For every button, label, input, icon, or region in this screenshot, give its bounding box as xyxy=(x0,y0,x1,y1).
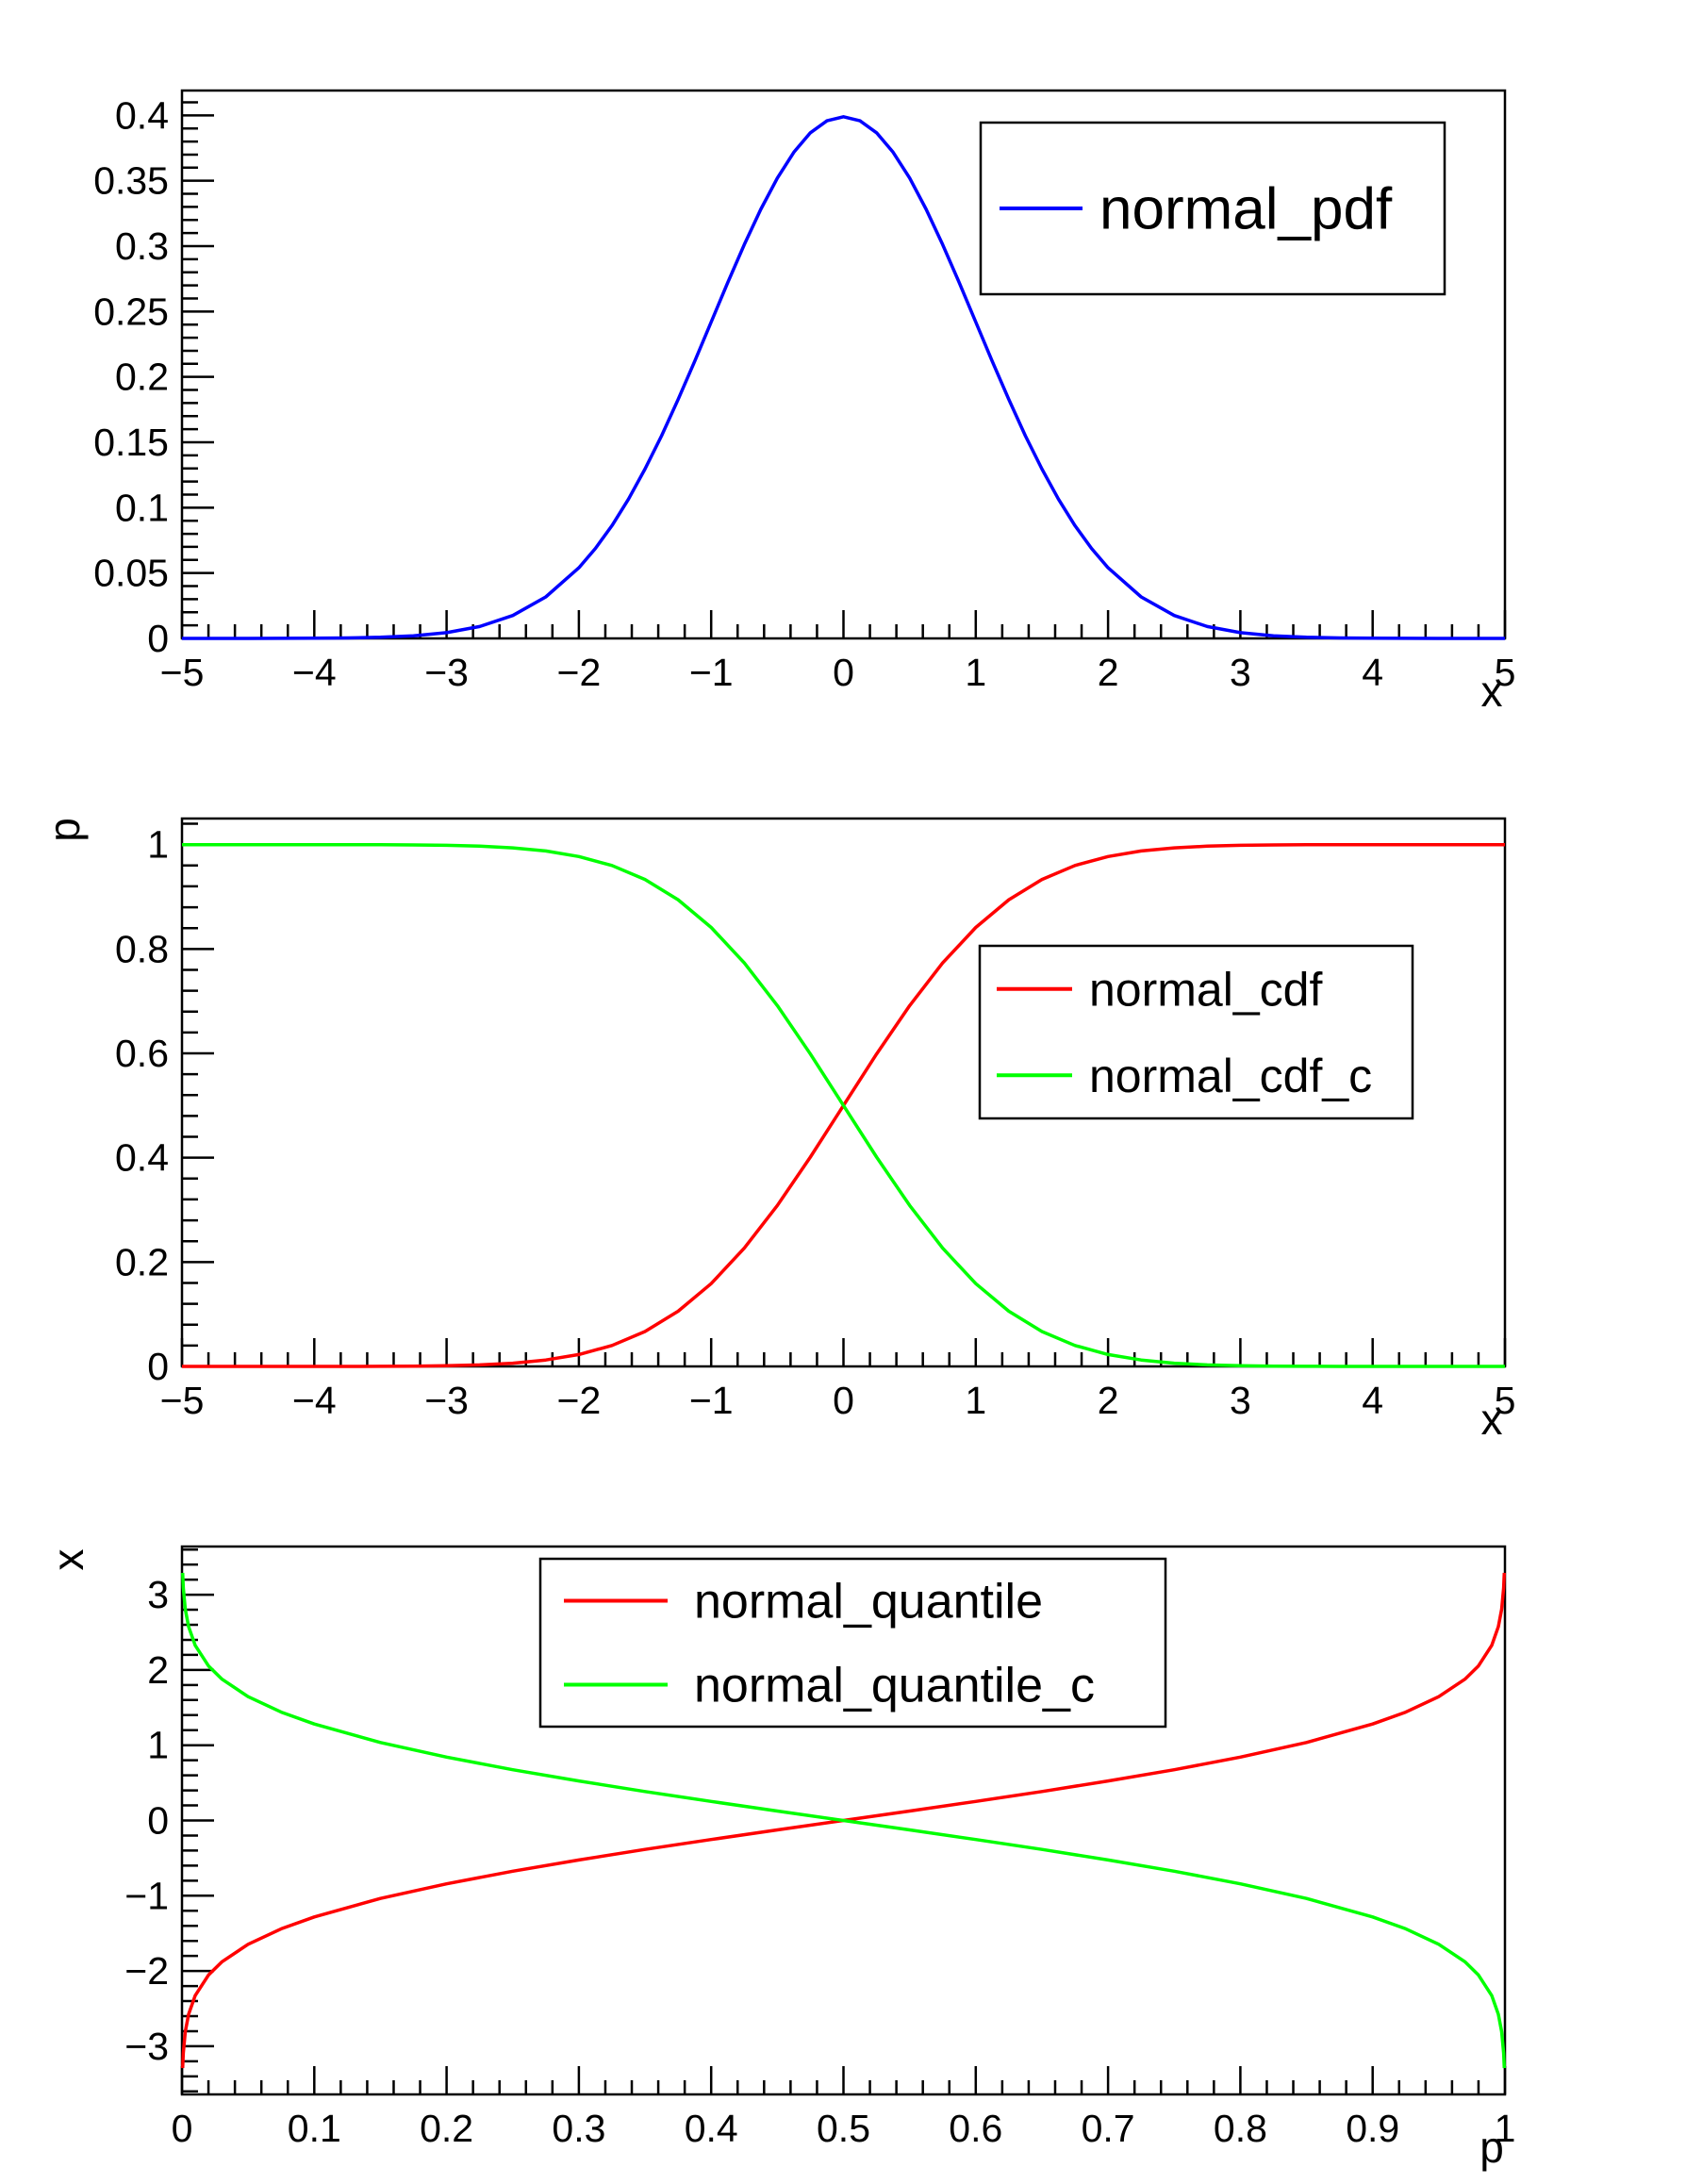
x-tick-label: 5 xyxy=(1495,651,1516,694)
x-tick-label: 0 xyxy=(172,2107,193,2150)
legend-entry-label: normal_cdf_c xyxy=(1089,1050,1372,1102)
x-tick-label: 0.5 xyxy=(817,2107,870,2150)
x-tick-label: −3 xyxy=(424,651,469,694)
x-tick-label: −4 xyxy=(292,1379,337,1422)
normal_quantile_c-curve xyxy=(180,1572,1507,2069)
y-axis-title: x xyxy=(43,1549,92,1571)
y-tick-label: 0.2 xyxy=(115,356,169,399)
x-tick-label: −2 xyxy=(557,1379,602,1422)
x-tick-label: 0.4 xyxy=(685,2107,738,2150)
normal-pdf-legend: normal_pdf xyxy=(979,121,1446,296)
y-tick-label: 0.3 xyxy=(115,224,169,268)
y-tick-label: 3 xyxy=(147,1573,169,1616)
x-tick-label: 2 xyxy=(1098,651,1119,694)
x-tick-label: 0 xyxy=(833,651,854,694)
x-tick-label: −4 xyxy=(292,651,337,694)
legend-box xyxy=(538,1557,1167,1729)
x-tick-label: −2 xyxy=(557,651,602,694)
x-tick-label: −5 xyxy=(160,651,205,694)
x-axis-title: p xyxy=(1479,2123,1504,2172)
x-tick-label: 0.1 xyxy=(288,2107,341,2150)
normal-cdf-legend: normal_cdf normal_cdf_c xyxy=(978,944,1414,1120)
x-tick-label: 4 xyxy=(1362,651,1383,694)
x-tick-label: 0.8 xyxy=(1214,2107,1267,2150)
x-tick-label: −1 xyxy=(689,651,734,694)
x-tick-label: −3 xyxy=(424,1379,469,1422)
x-tick-label: 3 xyxy=(1230,1379,1251,1422)
y-tick-label: 0 xyxy=(147,1799,169,1843)
y-tick-label: 0.2 xyxy=(115,1240,169,1283)
x-tick-label: 0.9 xyxy=(1346,2107,1399,2150)
legend-entry-label: normal_cdf xyxy=(1089,963,1322,1016)
x-tick-label: 4 xyxy=(1362,1379,1383,1422)
y-tick-label: −2 xyxy=(124,1949,169,1993)
x-tick-label: −1 xyxy=(689,1379,734,1422)
y-tick-label: 1 xyxy=(147,823,169,867)
normal-cdf-plot: −5 −4 −3 −2 −1 0 1 2 3 4 5 0 0.2 0.4 0.6 0.8 1 x p normal_c… xyxy=(40,817,1516,1444)
x-tick-label: 0.6 xyxy=(949,2107,1002,2150)
y-tick-label: −3 xyxy=(124,2025,169,2068)
x-tick-label: 1 xyxy=(965,1379,986,1422)
legend-entry-label: normal_quantile xyxy=(694,1575,1043,1630)
normal-quantile-plot: 0 0.1 0.2 0.3 0.4 0.5 0.6 0.7 0.8 0.9 1 −3 −2 −1 0 1 2 3 p… xyxy=(43,1545,1516,2172)
normal_pdf-curve xyxy=(182,115,1505,640)
x-tick-label: 0.3 xyxy=(552,2107,605,2150)
y-axis-title: p xyxy=(40,818,89,842)
x-axis-title: x xyxy=(1481,667,1503,716)
y-tick-label: 0.1 xyxy=(115,486,169,529)
x-tick-label: 1 xyxy=(965,651,986,694)
y-tick-label: 0.15 xyxy=(93,421,169,464)
x-tick-label: 2 xyxy=(1098,1379,1119,1422)
y-tick-label: 0.4 xyxy=(115,1136,169,1180)
legend-entry-label: normal_quantile_c xyxy=(694,1659,1095,1713)
y-tick-label: 0.6 xyxy=(115,1032,169,1075)
y-tick-label: 0 xyxy=(147,617,169,660)
x-tick-label: −5 xyxy=(160,1379,205,1422)
y-tick-label: 1 xyxy=(147,1724,169,1767)
x-tick-label: 1 xyxy=(1495,2107,1516,2150)
y-tick-label: −1 xyxy=(124,1874,169,1917)
legend-box xyxy=(978,944,1414,1120)
y-tick-label: 0.4 xyxy=(115,93,169,137)
normal_cdf_c-curve xyxy=(182,842,1505,1368)
x-tick-label: 5 xyxy=(1495,1379,1516,1422)
x-tick-label: 3 xyxy=(1230,651,1251,694)
y-tick-label: 2 xyxy=(147,1648,169,1692)
y-tick-label: 0 xyxy=(147,1345,169,1388)
y-tick-label: 0.8 xyxy=(115,927,169,970)
legend-entry-label: normal_pdf xyxy=(1099,177,1393,242)
x-tick-label: 0 xyxy=(833,1379,854,1422)
y-tick-label: 0.35 xyxy=(93,159,169,203)
x-axis-title: x xyxy=(1481,1395,1503,1444)
y-tick-label: 0.05 xyxy=(93,552,169,595)
x-tick-label: 0.7 xyxy=(1082,2107,1135,2150)
y-tick-label: 0.25 xyxy=(93,290,169,333)
normal-quantile-legend: normal_quantile normal_quantile_c xyxy=(538,1557,1167,1729)
x-tick-label: 0.2 xyxy=(420,2107,473,2150)
normal-pdf-plot: −5 −4 −3 −2 −1 0 1 2 3 4 5 0 0.05 0.1 0.15 0.2 0.25 0.3 0.… xyxy=(93,89,1516,716)
